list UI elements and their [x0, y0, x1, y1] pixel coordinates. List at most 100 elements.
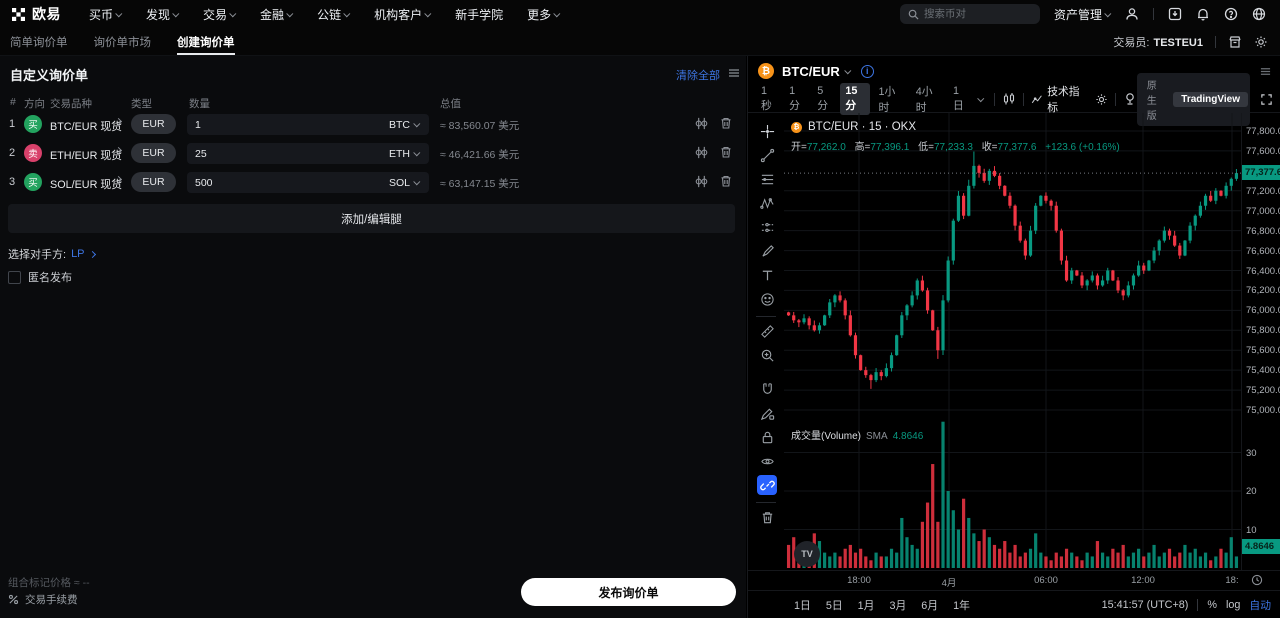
counterparty-value[interactable]: LP	[71, 248, 85, 260]
trend-line-icon[interactable]	[757, 145, 777, 165]
anonymous-checkbox[interactable]	[8, 270, 21, 284]
time-axis[interactable]: 18:00 4月 06:00 12:00 18:	[748, 570, 1280, 590]
amount-input[interactable]	[187, 176, 389, 189]
orders-history-icon[interactable]	[1228, 35, 1242, 49]
interval-more-icon[interactable]	[977, 94, 985, 102]
volume-tag: 4.8646	[1242, 539, 1280, 554]
currency-pill[interactable]: EUR	[131, 172, 176, 192]
delete-leg-icon[interactable]	[719, 145, 733, 159]
nav-item-6[interactable]: 新手学院	[455, 6, 503, 23]
interval-4小时[interactable]: 4小时	[915, 86, 933, 114]
chevron-right-icon[interactable]	[88, 250, 96, 258]
link-icon[interactable]	[757, 475, 777, 495]
add-edit-leg-button[interactable]: 添加/编辑腿	[8, 204, 735, 233]
interval-1分[interactable]: 1分	[789, 85, 800, 112]
unit-select[interactable]: BTC	[389, 119, 429, 131]
amount-input[interactable]	[187, 118, 389, 131]
delete-leg-icon[interactable]	[719, 116, 733, 130]
link-legs-icon[interactable]	[694, 145, 709, 160]
crosshair-icon[interactable]	[757, 121, 777, 141]
chart-header-menu-icon[interactable]	[1260, 66, 1271, 77]
range-3月[interactable]: 3月	[889, 599, 907, 612]
search-input-wrap[interactable]	[899, 4, 1040, 24]
zoom-in-icon[interactable]	[757, 345, 777, 365]
unit-select[interactable]: ETH	[389, 148, 429, 160]
nav-item-1[interactable]: 发现	[146, 6, 180, 23]
link-legs-icon[interactable]	[694, 174, 709, 189]
brush-icon[interactable]	[757, 241, 777, 261]
nav-item-2[interactable]: 交易	[203, 6, 237, 23]
auto-scale-button[interactable]: 自动	[1249, 599, 1271, 612]
indicators-button[interactable]: 技术指标	[1031, 83, 1086, 115]
eye-icon[interactable]	[757, 451, 777, 471]
price-axis[interactable]: 77,800.0 77,600.0 77,200.0 77,000.0 76,800.0…	[1241, 113, 1280, 570]
nav-item-4[interactable]: 公链	[317, 6, 351, 23]
nav-item-3[interactable]: 金融	[260, 6, 294, 23]
chart-plot[interactable]: ₿ BTC/EUR · 15 · OKX 开=77,262.0 高=77,396…	[784, 113, 1241, 570]
instrument-label[interactable]: SOL/EUR 现货	[50, 179, 122, 191]
compare-icon[interactable]	[1123, 92, 1137, 106]
unit-select[interactable]: SOL	[389, 177, 429, 189]
help-icon[interactable]	[1224, 7, 1238, 21]
tab-2[interactable]: 创建询价单	[177, 28, 235, 55]
interval-5分[interactable]: 5分	[817, 85, 829, 112]
interval-1小时[interactable]: 1小时	[878, 86, 896, 114]
timezone-icon[interactable]	[1251, 574, 1263, 586]
range-6月[interactable]: 6月	[921, 599, 939, 612]
language-globe-icon[interactable]	[1252, 7, 1266, 21]
interval-15分[interactable]: 15分	[840, 83, 870, 115]
forecast-icon[interactable]	[757, 217, 777, 237]
publish-rfq-button[interactable]: 发布询价单	[521, 578, 736, 606]
asset-management-menu[interactable]: 资产管理	[1054, 6, 1112, 23]
low-value: 77,233.3	[933, 142, 973, 153]
tradingview-mode-button[interactable]: TradingView	[1173, 91, 1249, 107]
interval-1日[interactable]: 1日	[952, 85, 964, 112]
link-legs-icon[interactable]	[694, 116, 709, 131]
nav-item-0[interactable]: 买币	[89, 6, 123, 23]
chevron-down-icon[interactable]	[844, 66, 852, 74]
price-tick: 75,400.0	[1246, 365, 1280, 377]
okx-logo[interactable]: 欧易	[0, 4, 75, 24]
range-1年[interactable]: 1年	[953, 599, 970, 612]
instrument-label[interactable]: BTC/EUR 现货	[50, 121, 122, 133]
magnet-icon[interactable]	[757, 379, 777, 399]
candle-style-icon[interactable]	[1002, 92, 1016, 106]
xabcd-pattern-icon[interactable]	[757, 193, 777, 213]
fib-lines-icon[interactable]	[757, 169, 777, 189]
nav-item-7[interactable]: 更多	[527, 6, 561, 23]
panel-menu-icon[interactable]	[728, 67, 740, 79]
range-1月[interactable]: 1月	[857, 599, 875, 612]
nav-item-5[interactable]: 机构客户	[374, 6, 432, 23]
native-mode-button[interactable]: 原生版	[1146, 80, 1157, 122]
tab-1[interactable]: 询价单市场	[93, 36, 152, 49]
chart-settings-gear-icon[interactable]	[1095, 93, 1108, 106]
clear-all-link[interactable]: 清除全部	[676, 70, 720, 82]
text-icon[interactable]	[757, 265, 777, 285]
download-app-icon[interactable]	[1168, 7, 1182, 21]
interval-1秒[interactable]: 1秒	[761, 85, 772, 112]
trash-icon[interactable]	[757, 507, 777, 527]
log-scale-button[interactable]: log	[1225, 598, 1241, 611]
chart-toolbar: 1秒 1分 5分 15分 1小时 4小时 1日 技术指标 原生版 TradingView	[748, 72, 1280, 126]
ruler-icon[interactable]	[757, 321, 777, 341]
lock-icon[interactable]	[757, 427, 777, 447]
percent-scale-button[interactable]: %	[1207, 598, 1217, 611]
currency-pill[interactable]: EUR	[131, 143, 176, 163]
tab-0[interactable]: 简单询价单	[10, 36, 68, 49]
chart-symbol[interactable]: BTC/EUR	[782, 63, 840, 79]
emoji-icon[interactable]	[757, 289, 777, 309]
divider	[1022, 92, 1024, 106]
settings-gear-icon[interactable]	[1254, 35, 1268, 49]
user-icon[interactable]	[1125, 7, 1139, 21]
notifications-bell-icon[interactable]	[1196, 7, 1210, 21]
currency-pill[interactable]: EUR	[131, 114, 176, 134]
range-1日[interactable]: 1日	[794, 599, 811, 612]
fullscreen-icon[interactable]	[1260, 93, 1273, 106]
delete-leg-icon[interactable]	[719, 174, 733, 188]
range-5日[interactable]: 5日	[825, 599, 843, 612]
draw-edit-icon[interactable]	[757, 403, 777, 423]
instrument-label[interactable]: ETH/EUR 现货	[50, 150, 122, 162]
info-icon[interactable]: i	[860, 64, 874, 78]
amount-input[interactable]	[187, 147, 389, 160]
search-input[interactable]	[923, 8, 1024, 20]
